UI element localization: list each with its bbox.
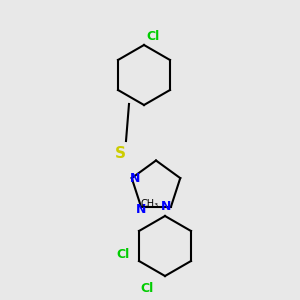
Text: Cl: Cl <box>146 29 160 43</box>
Text: Cl: Cl <box>116 248 130 262</box>
Text: Cl: Cl <box>140 281 154 295</box>
Text: N: N <box>136 203 146 216</box>
Text: N: N <box>161 200 172 213</box>
Text: S: S <box>115 146 125 160</box>
Text: CH₃: CH₃ <box>141 199 159 208</box>
Text: N: N <box>130 172 140 184</box>
